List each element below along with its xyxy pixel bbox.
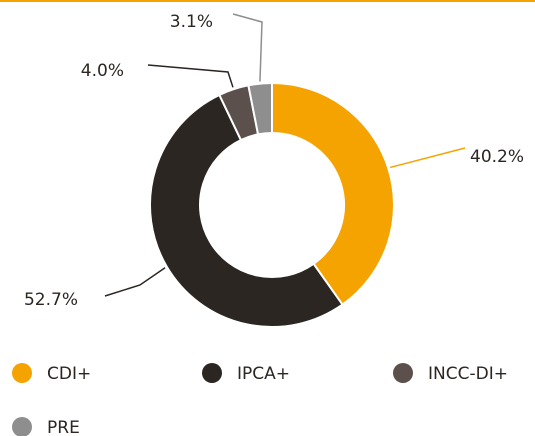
- legend-label: CDI+: [47, 364, 91, 384]
- data-label: 4.0%: [81, 61, 124, 81]
- donut-slice: [271, 81, 395, 306]
- legend-marker: [12, 363, 32, 383]
- leader-line: [232, 13, 263, 82]
- legend-label: INCC-DI+: [428, 364, 508, 384]
- top-border: [0, 0, 535, 2]
- leader-line: [147, 64, 234, 88]
- legend-label: IPCA+: [237, 364, 290, 384]
- leader-line: [389, 147, 466, 169]
- legend-marker: [202, 363, 222, 383]
- data-label: 3.1%: [170, 12, 213, 32]
- leader-line: [104, 267, 166, 297]
- data-label: 52.7%: [24, 290, 78, 310]
- legend-marker: [393, 363, 413, 383]
- donut-slice: [149, 93, 344, 328]
- donut-slice: [247, 81, 273, 136]
- legend-marker: [12, 417, 32, 436]
- legend-label: PRE: [47, 418, 80, 436]
- data-label: 40.2%: [470, 147, 524, 167]
